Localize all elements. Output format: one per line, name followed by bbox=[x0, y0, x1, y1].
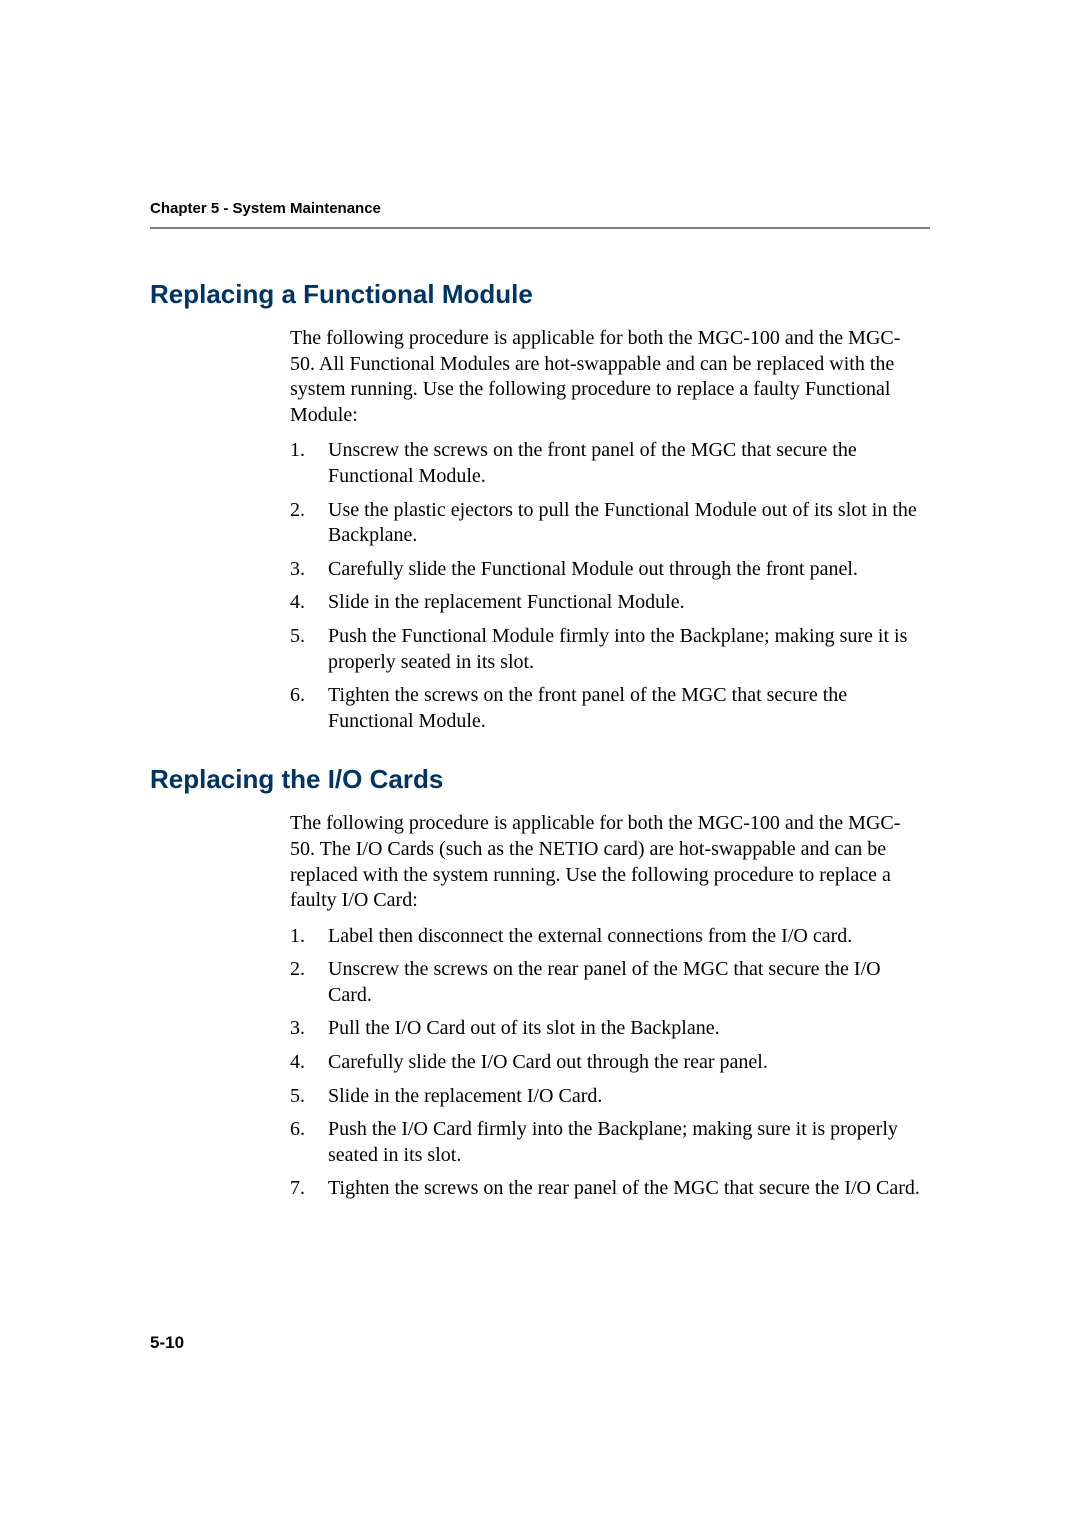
list-item: Carefully slide the I/O Card out through… bbox=[290, 1050, 920, 1076]
list-item: Push the I/O Card firmly into the Backpl… bbox=[290, 1117, 920, 1168]
list-item: Push the Functional Module firmly into t… bbox=[290, 624, 920, 675]
list-item: Use the plastic ejectors to pull the Fun… bbox=[290, 498, 920, 549]
section-heading-replacing-functional-module: Replacing a Functional Module bbox=[150, 279, 930, 310]
section2-body: The following procedure is applicable fo… bbox=[290, 811, 920, 1202]
document-page: Chapter 5 - System Maintenance Replacing… bbox=[0, 0, 1080, 1528]
list-item: Tighten the screws on the rear panel of … bbox=[290, 1176, 920, 1202]
list-item: Tighten the screws on the front panel of… bbox=[290, 683, 920, 734]
section1-intro: The following procedure is applicable fo… bbox=[290, 326, 920, 428]
header-rule bbox=[150, 227, 930, 229]
section1-body: The following procedure is applicable fo… bbox=[290, 326, 920, 734]
section2-steps: Label then disconnect the external conne… bbox=[290, 924, 920, 1202]
list-item: Unscrew the screws on the rear panel of … bbox=[290, 957, 920, 1008]
section2-intro: The following procedure is applicable fo… bbox=[290, 811, 920, 913]
list-item: Carefully slide the Functional Module ou… bbox=[290, 557, 920, 583]
list-item: Unscrew the screws on the front panel of… bbox=[290, 438, 920, 489]
page-number: 5-10 bbox=[150, 1333, 184, 1353]
list-item: Slide in the replacement Functional Modu… bbox=[290, 590, 920, 616]
chapter-header: Chapter 5 - System Maintenance bbox=[150, 200, 930, 227]
section-heading-replacing-io-cards: Replacing the I/O Cards bbox=[150, 764, 930, 795]
list-item: Pull the I/O Card out of its slot in the… bbox=[290, 1016, 920, 1042]
list-item: Label then disconnect the external conne… bbox=[290, 924, 920, 950]
section1-steps: Unscrew the screws on the front panel of… bbox=[290, 438, 920, 734]
list-item: Slide in the replacement I/O Card. bbox=[290, 1084, 920, 1110]
